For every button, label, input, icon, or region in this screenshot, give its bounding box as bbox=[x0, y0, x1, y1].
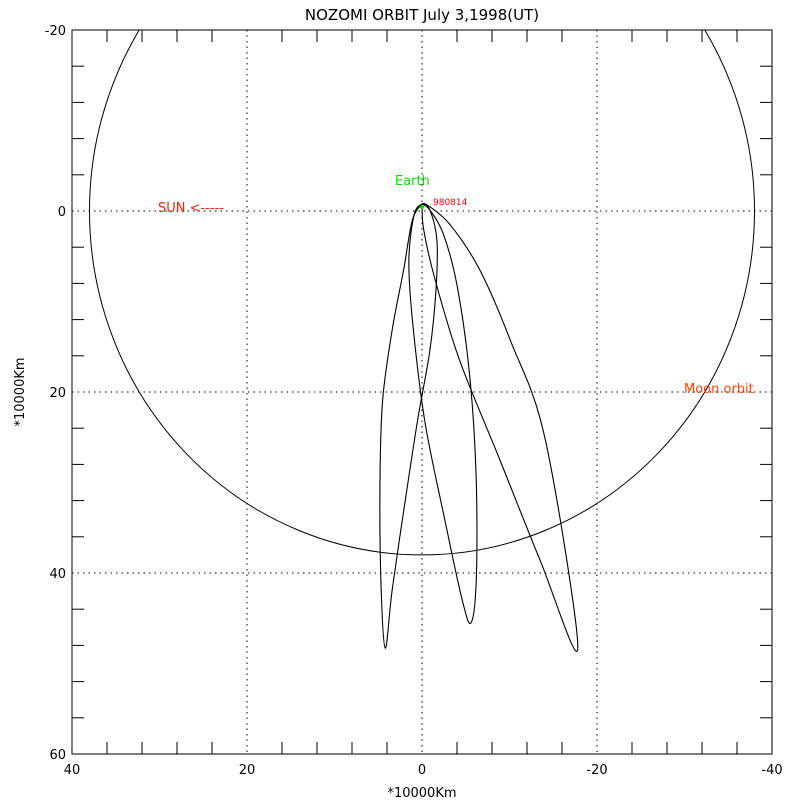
sun-direction-label: SUN <----- bbox=[158, 201, 224, 216]
axis-ticks bbox=[72, 30, 772, 754]
earth-marker bbox=[420, 205, 424, 209]
chart-title: NOZOMI ORBIT July 3,1998(UT) bbox=[305, 6, 539, 24]
y-tick-label: 20 bbox=[49, 386, 66, 401]
x-tick-label: 20 bbox=[239, 763, 256, 778]
y-axis-label: *10000Km bbox=[13, 357, 28, 426]
x-tick-label: 40 bbox=[64, 763, 81, 778]
x-tick-label: 0 bbox=[418, 763, 426, 778]
x-tick-label: -40 bbox=[761, 763, 782, 778]
y-tick-label: -20 bbox=[45, 24, 66, 39]
grid bbox=[72, 30, 772, 754]
y-tick-label: 0 bbox=[58, 205, 66, 220]
x-axis-label: *10000Km bbox=[387, 786, 456, 800]
y-tick-label: 40 bbox=[49, 567, 66, 582]
moon-orbit-label: Moon orbit bbox=[684, 382, 754, 397]
trajectory-loop-1 bbox=[379, 203, 438, 649]
trajectory-loop-3 bbox=[421, 202, 579, 652]
trajectory-loop-2 bbox=[408, 203, 478, 625]
plot-frame bbox=[71, 29, 773, 755]
y-tick-label: 60 bbox=[49, 748, 66, 763]
moon-orbit-circle bbox=[89, 30, 755, 556]
earth-label: Earth bbox=[395, 174, 430, 189]
series bbox=[89, 30, 755, 652]
x-tick-label: -20 bbox=[586, 763, 607, 778]
date-label: 980814 bbox=[433, 198, 468, 208]
